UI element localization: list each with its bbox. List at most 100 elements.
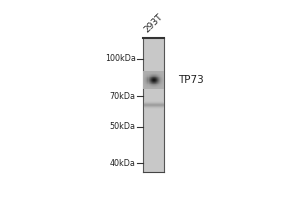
Bar [163, 88, 164, 89]
Bar [156, 88, 157, 89]
Bar [152, 71, 153, 72]
Bar [143, 81, 164, 82]
Bar [155, 85, 156, 86]
Bar [146, 83, 148, 84]
Bar [143, 88, 144, 89]
Bar [143, 75, 164, 76]
Bar [144, 75, 145, 76]
Bar [158, 79, 159, 80]
Bar [152, 80, 153, 81]
Bar [162, 76, 163, 77]
Bar [150, 76, 151, 77]
Bar [152, 87, 153, 88]
Bar [143, 85, 144, 86]
Bar [160, 88, 161, 89]
Bar [153, 86, 154, 87]
Bar [150, 77, 151, 78]
Bar [155, 83, 156, 84]
Bar [146, 72, 148, 73]
Bar [143, 87, 164, 88]
Bar [154, 74, 155, 75]
Bar [162, 71, 163, 72]
Bar [151, 87, 152, 88]
Bar [143, 78, 144, 79]
Bar [155, 86, 156, 87]
Bar [151, 86, 152, 87]
Bar [155, 77, 156, 78]
Bar [150, 86, 151, 87]
Bar [143, 102, 164, 103]
Bar [148, 82, 150, 83]
Bar [158, 75, 159, 76]
Bar [154, 82, 155, 83]
Bar [143, 74, 144, 75]
Bar [157, 75, 158, 76]
Bar [156, 71, 157, 72]
Bar [155, 79, 156, 80]
Bar [150, 71, 151, 72]
Bar [160, 73, 161, 74]
Bar [163, 76, 164, 77]
Bar [153, 75, 154, 76]
Bar [160, 74, 161, 75]
Bar [151, 76, 152, 77]
Bar [151, 73, 152, 74]
Bar [156, 78, 157, 79]
Bar [148, 81, 150, 82]
Bar [160, 71, 161, 72]
Bar [158, 81, 159, 82]
Bar [163, 86, 164, 87]
Bar [146, 76, 148, 77]
Bar [157, 85, 158, 86]
Bar [152, 79, 153, 80]
Bar [157, 76, 158, 77]
Bar [143, 71, 144, 72]
Bar [160, 84, 161, 85]
Bar [154, 86, 155, 87]
Bar [153, 85, 154, 86]
Bar [143, 108, 164, 109]
Bar [154, 79, 155, 80]
Bar [156, 72, 157, 73]
Bar [162, 79, 163, 80]
Bar [155, 84, 156, 85]
Bar [161, 71, 162, 72]
Bar [144, 83, 145, 84]
Bar [153, 73, 154, 74]
Bar [158, 85, 159, 86]
Bar [154, 83, 155, 84]
Bar [143, 82, 144, 83]
Bar [152, 83, 153, 84]
Bar [158, 74, 159, 75]
Bar [148, 76, 150, 77]
Bar [153, 83, 154, 84]
Bar [159, 79, 160, 80]
Bar [159, 73, 160, 74]
Bar [157, 82, 158, 83]
Bar [162, 81, 163, 82]
Bar [159, 83, 160, 84]
Bar [155, 72, 156, 73]
Bar [143, 73, 164, 74]
Bar [162, 79, 163, 80]
Bar [153, 78, 154, 79]
Bar [143, 75, 144, 76]
Bar [148, 87, 150, 88]
Bar [154, 76, 155, 77]
Bar [148, 79, 150, 80]
Bar [152, 79, 153, 80]
Bar [146, 80, 148, 81]
Bar [154, 76, 155, 77]
Bar [152, 86, 153, 87]
Bar [161, 79, 162, 80]
Bar [159, 81, 160, 82]
Bar [153, 71, 154, 72]
Bar [160, 86, 161, 87]
Bar [159, 75, 160, 76]
Bar [151, 71, 152, 72]
Bar [158, 88, 159, 89]
Bar [154, 79, 155, 80]
Bar [148, 79, 150, 80]
Bar [143, 78, 164, 79]
Bar [159, 79, 160, 80]
